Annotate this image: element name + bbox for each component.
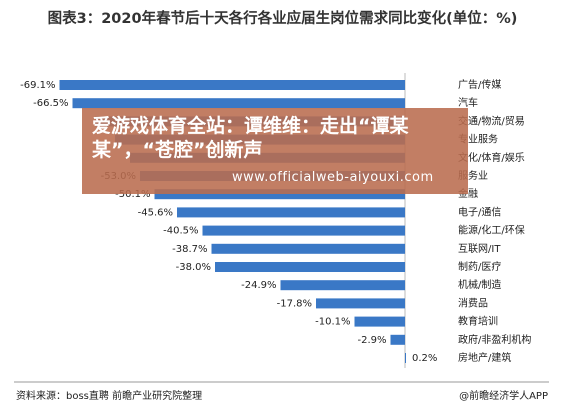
category-label: 广告/传媒 (458, 78, 501, 91)
bar (316, 298, 405, 309)
category-label: 汽车 (458, 96, 478, 109)
category-label: 能源/化工/环保 (458, 224, 525, 237)
overlay-url[interactable]: www.officialweb-aiyouxi.com (232, 170, 434, 185)
overlay-headline[interactable]: 爱游戏体育全站：谭维维：走出“谭某某”，“苍腔”创新声 (92, 115, 409, 161)
category-label: 教育培训 (458, 315, 498, 328)
bar (405, 353, 406, 363)
value-label: -24.9% (241, 280, 276, 291)
category-label: 政府/非盈利机构 (458, 333, 531, 346)
bar (354, 316, 405, 327)
chart-title: 图表3：2020年春节后十天各行各业应届生岗位需求同比变化(单位：%) (47, 11, 518, 27)
category-label: 消费品 (458, 296, 488, 309)
value-label: -17.8% (277, 298, 312, 309)
value-label: -38.0% (176, 262, 211, 273)
value-label: -45.6% (138, 207, 173, 218)
value-label: -66.5% (33, 98, 68, 109)
value-label: -50.1% (115, 189, 150, 200)
bar (202, 225, 405, 236)
bar (59, 80, 405, 90)
category-label: 机械/制造 (458, 278, 501, 291)
credit: @前瞻经济学人APP (459, 389, 548, 402)
category-label: 交通/物流/贸易 (458, 114, 525, 127)
value-label: -10.1% (315, 317, 350, 328)
overlay-banner[interactable]: 爱游戏体育全站：谭维维：走出“谭某某”，“苍腔”创新声 www.official… (82, 108, 468, 194)
bar (280, 280, 405, 291)
category-label: 文化/体育/娱乐 (458, 151, 525, 164)
bar (177, 207, 405, 218)
category-label: 电子/通信 (458, 205, 501, 218)
category-label: 房地产/建筑 (458, 351, 511, 364)
bar (154, 189, 405, 200)
value-label: -69.1% (20, 80, 55, 91)
category-label: 制药/医疗 (458, 260, 501, 273)
bar (215, 262, 405, 272)
source: 资料来源：boss直聘 前瞻产业研究院整理 (16, 389, 202, 402)
bar (211, 243, 405, 254)
value-label: -2.9% (357, 335, 386, 346)
bar (390, 334, 405, 345)
category-label: 专业服务 (458, 133, 498, 146)
category-label: 互联网/IT (458, 243, 501, 255)
value-label: 0.2% (412, 353, 437, 364)
value-label: -40.5% (163, 226, 198, 237)
bar (72, 98, 405, 109)
value-label: -38.7% (172, 244, 207, 255)
